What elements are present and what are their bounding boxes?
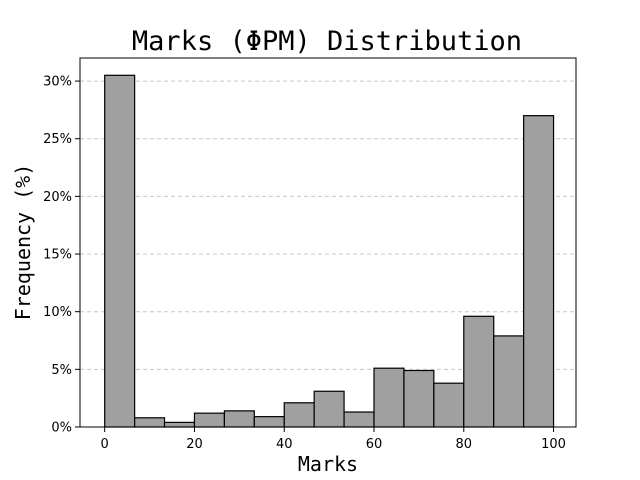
x-tick-label-4: 80 [456,437,473,452]
chart-title: Marks (ΦPM) Distribution [132,26,522,57]
y-tick-label-0: 0% [51,421,72,436]
histogram-bar-14 [523,115,555,428]
x-axis-ticks: 0 20 40 60 80 100 [101,427,566,452]
histogram-bar-7 [313,390,345,428]
histogram-bar-13 [493,335,525,428]
y-tick-label-5: 25% [43,132,72,147]
x-tick-label-5: 100 [541,437,566,452]
y-tick-label-4: 20% [43,190,72,205]
y-tick-label-3: 15% [43,248,72,263]
histogram-bar-10 [403,369,435,428]
y-tick-label-2: 10% [43,305,72,320]
histogram-bar-6 [283,402,315,428]
histogram-bar-3 [193,412,226,428]
x-tick-label-1: 20 [186,437,203,452]
histogram-bar-9 [373,367,405,428]
y-axis-ticks: 0% 5% 10% 15% 20% 25% 30% [43,75,80,436]
y-tick-label-6: 30% [43,75,72,90]
histogram-bar-4 [223,410,255,428]
x-tick-label-0: 0 [101,437,109,452]
histogram-bar-11 [433,382,465,428]
histogram-bar-12 [463,315,495,428]
histogram-bar-5 [253,416,285,428]
x-tick-label-3: 60 [366,437,383,452]
plot-frame [79,57,577,428]
histogram-bar-2 [163,421,196,428]
y-tick-label-1: 5% [51,363,72,378]
histogram-bar-0 [104,74,136,428]
histogram-bar-1 [134,417,166,428]
bars [104,74,555,428]
x-axis-label: Marks [298,452,358,476]
y-axis-label: Frequency (%) [11,164,35,321]
grid-lines [80,80,576,370]
x-tick-label-2: 40 [276,437,293,452]
histogram-bar-8 [343,411,375,428]
